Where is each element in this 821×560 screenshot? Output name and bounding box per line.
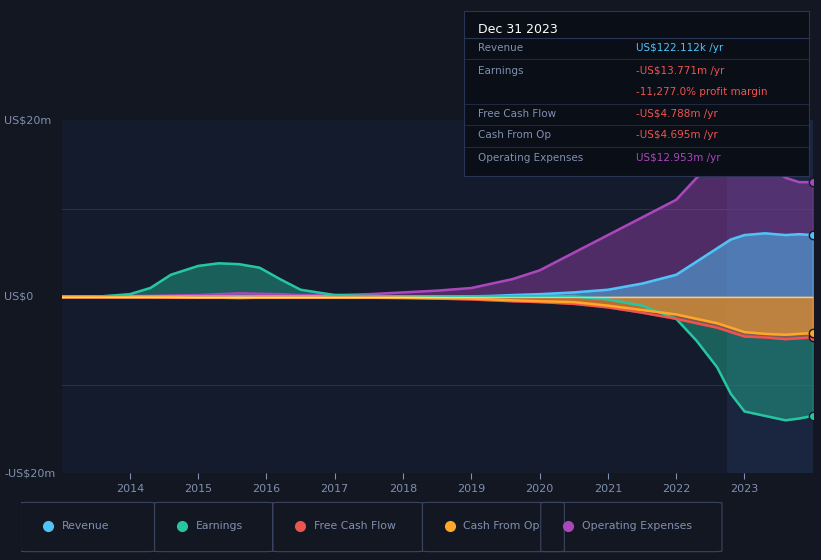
Text: -US$20m: -US$20m [4, 468, 55, 478]
Text: US$122.112k /yr: US$122.112k /yr [636, 43, 723, 53]
Text: Free Cash Flow: Free Cash Flow [314, 521, 396, 531]
Text: Free Cash Flow: Free Cash Flow [478, 109, 556, 119]
Text: Earnings: Earnings [195, 521, 243, 531]
Text: Cash From Op: Cash From Op [464, 521, 540, 531]
Text: Dec 31 2023: Dec 31 2023 [478, 23, 557, 36]
Bar [727, 120, 813, 473]
Text: Revenue: Revenue [62, 521, 109, 531]
Text: US$0: US$0 [4, 292, 34, 302]
Text: -US$4.695m /yr: -US$4.695m /yr [636, 130, 718, 140]
Text: -11,277.0% profit margin: -11,277.0% profit margin [636, 87, 768, 97]
Text: US$12.953m /yr: US$12.953m /yr [636, 153, 721, 163]
Text: -US$13.771m /yr: -US$13.771m /yr [636, 66, 725, 76]
Text: Earnings: Earnings [478, 66, 523, 76]
Text: Operating Expenses: Operating Expenses [582, 521, 692, 531]
Text: US$20m: US$20m [4, 115, 52, 125]
Text: Operating Expenses: Operating Expenses [478, 153, 583, 163]
Text: -US$4.788m /yr: -US$4.788m /yr [636, 109, 718, 119]
Text: Cash From Op: Cash From Op [478, 130, 551, 140]
Text: Revenue: Revenue [478, 43, 523, 53]
